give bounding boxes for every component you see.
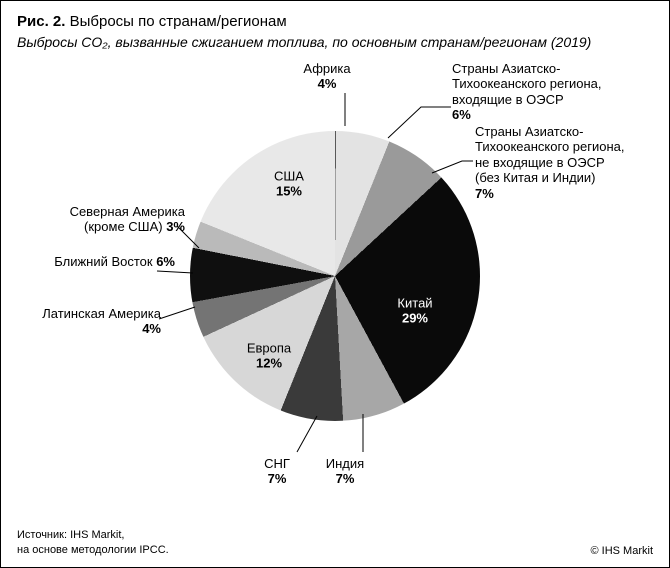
slice-label: Индия7% — [326, 456, 364, 487]
copyright: © IHS Markit — [591, 545, 654, 557]
slice-label: Европа12% — [247, 340, 291, 371]
slice-label: США15% — [274, 168, 304, 199]
slice-label: Африка4% — [303, 61, 350, 92]
slice-label: Ближний Восток 6% — [35, 254, 175, 270]
source-footer: Источник: IHS Markit, на основе методоло… — [17, 528, 169, 557]
slice-label: Страны Азиатско-Тихоокеанского региона,в… — [452, 61, 602, 123]
slice-label: СНГ7% — [264, 456, 290, 487]
figure-subtitle: Выбросы CO₂, вызванные сжиганием топлива… — [17, 34, 653, 52]
slice-label: Страны Азиатско-Тихоокеанского региона,н… — [475, 124, 625, 202]
slice-label: Северная Америка(кроме США) 3% — [45, 204, 185, 235]
figure-title: Рис. 2. Выбросы по странам/регионам — [17, 13, 653, 30]
pie-chart: Африка4% Страны Азиатско-Тихоокеанского р… — [17, 56, 653, 496]
slice-label: Китай29% — [397, 295, 432, 326]
slice-label: Латинская Америка 4% — [21, 306, 161, 337]
pie-body — [190, 131, 480, 421]
